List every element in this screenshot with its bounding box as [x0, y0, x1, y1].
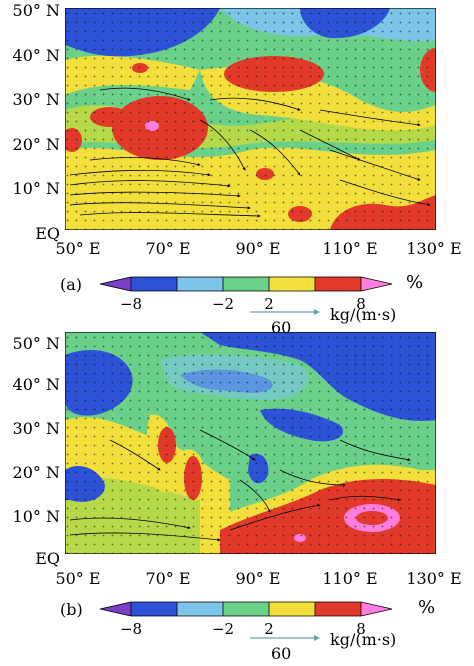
panel-label-b: (b) [60, 600, 83, 619]
colorbar-tick-label: −2 [211, 295, 235, 313]
x-tick-label: 130° E [406, 239, 462, 258]
vector-key-value-b: 60 [271, 644, 292, 663]
vector-key-unit-b: kg/(m·s) [330, 630, 397, 649]
x-tick-label: 70° E [145, 239, 191, 258]
y-tick-label: 40° N [12, 375, 60, 394]
y-tick-label: EQ [35, 224, 60, 243]
vector-key-value-a: 60 [271, 318, 292, 337]
x-tick-label: 90° E [235, 569, 281, 588]
y-tick-label: 40° N [12, 46, 60, 65]
x-tick-label: 110° E [322, 239, 378, 258]
y-tick-label: EQ [35, 549, 60, 568]
x-tick-label: 50° E [55, 239, 101, 258]
vector-key-arrow-a [250, 309, 320, 315]
vector-key-arrow-b [250, 635, 320, 641]
colorbar-tick-label: −8 [119, 620, 143, 638]
x-tick-label: 70° E [145, 569, 191, 588]
colorbar-unit-b: % [418, 597, 436, 618]
y-tick-label: 30° N [12, 90, 60, 109]
y-tick-label: 50° N [12, 1, 60, 20]
x-tick-label: 110° E [322, 569, 378, 588]
x-tick-label: 90° E [235, 239, 281, 258]
vector-key-unit-a: kg/(m·s) [330, 305, 397, 324]
y-tick-label: 20° N [12, 463, 60, 482]
y-tick-label: 10° N [12, 179, 60, 198]
x-tick-label: 130° E [406, 569, 462, 588]
colorbar-tick-label: 2 [264, 620, 274, 638]
colorbar-tick-label: 2 [264, 295, 274, 313]
y-tick-label: 20° N [12, 135, 60, 154]
y-tick-label: 10° N [12, 507, 60, 526]
colorbar-tick-label: −2 [211, 620, 235, 638]
colorbar-unit-a: % [406, 272, 424, 293]
panel-label-a: (a) [60, 275, 83, 294]
map-panel-a [65, 8, 436, 230]
colorbar-b [99, 601, 393, 617]
y-tick-label: 30° N [12, 419, 60, 438]
colorbar-tick-label: −8 [119, 295, 143, 313]
x-tick-label: 50° E [55, 569, 101, 588]
colorbar-a [99, 276, 393, 292]
map-panel-b [65, 332, 436, 554]
y-tick-label: 50° N [12, 334, 60, 353]
colorbar-tick-label: 8 [356, 295, 366, 313]
colorbar-tick-label: 8 [356, 620, 366, 638]
